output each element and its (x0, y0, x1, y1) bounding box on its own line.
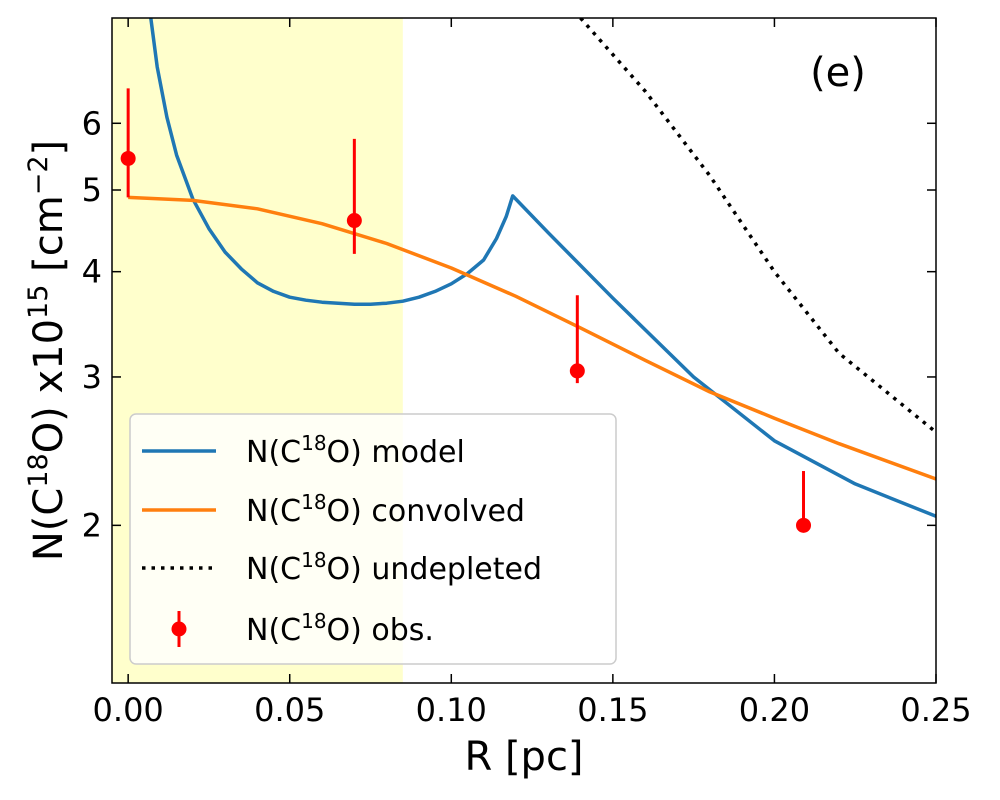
legend-label-3: N(C18O) obs. (246, 609, 434, 648)
legend-label-0: N(C18O) model (246, 431, 465, 470)
y-axis-title: N(C18O) x1015 [cm−2] (23, 140, 73, 561)
y-tick-label-1: 3 (82, 358, 102, 396)
data-point-obs-2 (569, 363, 585, 379)
legend-label-2: N(C18O) undepleted (246, 548, 542, 587)
series-line-convolved (128, 195, 936, 481)
x-tick-label-4: 0.20 (739, 691, 810, 729)
data-point-obs-1 (346, 213, 362, 229)
data-point-obs-3 (796, 517, 812, 533)
y-tick-label-4: 6 (82, 104, 102, 142)
legend-label-1: N(C18O) convolved (246, 490, 525, 529)
series-line-undepleted (579, 18, 936, 434)
data-point-obs-0 (120, 150, 136, 166)
x-tick-label-5: 0.25 (900, 691, 971, 729)
panel-label: (e) (810, 50, 866, 96)
x-axis-title: R [pc] (464, 734, 583, 780)
series-line-model (149, 18, 936, 518)
plot-frame (111, 17, 937, 684)
x-tick-label-3: 0.15 (577, 691, 648, 729)
y-tick-label-2: 4 (82, 253, 102, 291)
x-tick-label-2: 0.10 (416, 691, 487, 729)
x-tick-label-1: 0.05 (254, 691, 325, 729)
y-tick-label-3: 5 (82, 171, 102, 209)
y-tick-label-0: 2 (82, 506, 102, 544)
legend-box (129, 413, 617, 665)
x-tick-label-0: 0.00 (93, 691, 164, 729)
legend-handle-obs-marker (171, 621, 187, 637)
